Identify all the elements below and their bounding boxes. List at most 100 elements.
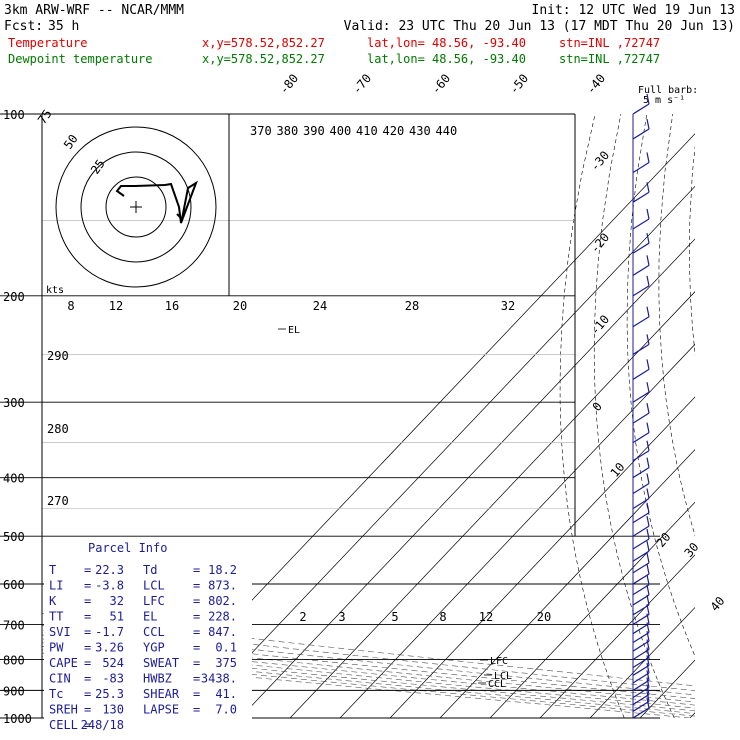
isotherm-line xyxy=(439,449,695,718)
barb-legend-sub: 5 m s⁻¹ xyxy=(643,95,685,106)
parcel-value: -3.8 xyxy=(95,579,124,593)
parcel-eq: = xyxy=(84,641,91,655)
wind-barb xyxy=(632,208,650,230)
moist-adiabat xyxy=(42,646,695,712)
parcel-key: CCL xyxy=(143,625,165,639)
level-annotation: LCL xyxy=(494,671,512,682)
pressure-tick-label: 100 xyxy=(3,108,25,122)
background-grid xyxy=(42,114,695,718)
hodograph-x-tick: 28 xyxy=(405,299,419,313)
isotherm-label: 0 xyxy=(590,399,605,414)
wind-barb-staff xyxy=(632,679,650,691)
parcel-value: 0.1 xyxy=(215,641,237,655)
moist-adiabat xyxy=(42,630,695,699)
wind-barb-staff xyxy=(632,613,650,625)
theta-label: 420 xyxy=(383,124,405,138)
wind-barb-staff xyxy=(632,450,650,462)
theta-label: 380 xyxy=(277,124,299,138)
header: 3km ARW-WRF -- NCAR/MMM Init: 12 UTC Wed… xyxy=(4,3,735,106)
pressure-tick-label: 900 xyxy=(3,684,25,698)
wind-barb-staff xyxy=(632,700,650,712)
hodograph-ring xyxy=(105,176,167,238)
moist-adiabat xyxy=(42,619,695,692)
wind-barb xyxy=(632,655,650,676)
parcel-key: YGP xyxy=(143,641,165,655)
theta-label: 430 xyxy=(409,124,431,138)
isotherm-line xyxy=(389,396,695,718)
wind-barb xyxy=(632,691,650,712)
wind-barb xyxy=(632,677,650,699)
parcel-value: 228. xyxy=(208,610,237,624)
wind-barb-flag xyxy=(646,306,650,317)
theta-label: 440 xyxy=(436,124,458,138)
wind-barb-staff xyxy=(632,316,650,328)
wind-barb-staff xyxy=(632,648,650,660)
fcst-value: 35 h xyxy=(48,19,79,34)
wind-barb-flag xyxy=(646,440,650,451)
wind-barb-staff xyxy=(632,285,650,297)
wind-barb-flag xyxy=(646,691,650,702)
hodograph-ring-label: 75 xyxy=(35,107,55,127)
wind-barb xyxy=(632,457,650,479)
wind-barb-flag xyxy=(646,563,650,575)
parcel-key: Td xyxy=(143,563,157,577)
wind-barb-staff xyxy=(632,707,650,719)
isotherm-line xyxy=(339,343,695,718)
wind-barb-flag xyxy=(646,334,650,345)
wind-barb-staff xyxy=(632,573,650,585)
wind-barb-staff xyxy=(632,632,650,644)
parcel-key: EL xyxy=(143,610,157,624)
hodograph-x-tick: 32 xyxy=(501,299,515,313)
adiabat-label: 280 xyxy=(47,422,69,436)
wind-barb-staff xyxy=(632,604,650,616)
parcel-value: 847. xyxy=(208,625,237,639)
parcel-value: 3438. xyxy=(201,672,237,686)
hodograph-ring xyxy=(55,126,217,288)
wind-barb-flag xyxy=(646,233,650,244)
adiabat-label: 290 xyxy=(47,349,69,363)
wind-barb xyxy=(632,334,650,355)
legend-temp-latlon: lat,lon= 48.56, -93.40 xyxy=(367,36,526,50)
mixing-ratio-label: 12 xyxy=(479,610,493,624)
parcel-eq: = xyxy=(193,656,200,670)
wind-barb xyxy=(632,306,650,328)
wind-barb-staff xyxy=(632,218,650,230)
wind-barb xyxy=(632,382,650,403)
parcel-key: LFC xyxy=(143,594,165,608)
isotherm-label: -40 xyxy=(584,71,609,97)
wind-barb-staff xyxy=(632,672,650,684)
wind-barb xyxy=(632,403,650,424)
parcel-eq: = xyxy=(84,594,91,608)
parcel-value: 375 xyxy=(215,656,237,670)
wind-barb-staff xyxy=(632,432,650,444)
hodograph-x-tick: 20 xyxy=(233,299,247,313)
hodograph-ring xyxy=(80,151,192,263)
level-annotation: EL xyxy=(288,325,300,336)
wind-barb xyxy=(632,502,650,524)
theta-label: 410 xyxy=(356,124,378,138)
parcel-eq: = xyxy=(84,563,91,577)
hodograph-ring-label: 25 xyxy=(88,157,108,177)
fcst-label: Fcst: xyxy=(4,19,43,34)
wind-barb xyxy=(632,255,650,276)
pressure-tick-label: 600 xyxy=(3,578,25,592)
wind-barb-flag xyxy=(646,516,650,527)
wind-barb-staff xyxy=(632,264,650,276)
wind-barb-staff xyxy=(632,584,650,596)
parcel-key: T xyxy=(49,563,56,577)
parcel-key: TT xyxy=(49,610,63,624)
wind-barb-staff xyxy=(632,664,650,676)
wind-barb-staff xyxy=(632,483,650,495)
isotherm-line xyxy=(589,606,695,718)
parcel-key: CIN xyxy=(49,672,71,686)
wind-barb-flag xyxy=(646,422,650,433)
wind-barb xyxy=(632,182,650,203)
wind-barb-flag xyxy=(646,697,650,709)
level-annotation: CCL xyxy=(488,679,506,690)
parcel-key: Tc xyxy=(49,687,63,701)
theta-label: 390 xyxy=(303,124,325,138)
wind-barb-staff xyxy=(632,657,650,669)
wind-barb xyxy=(632,118,650,140)
